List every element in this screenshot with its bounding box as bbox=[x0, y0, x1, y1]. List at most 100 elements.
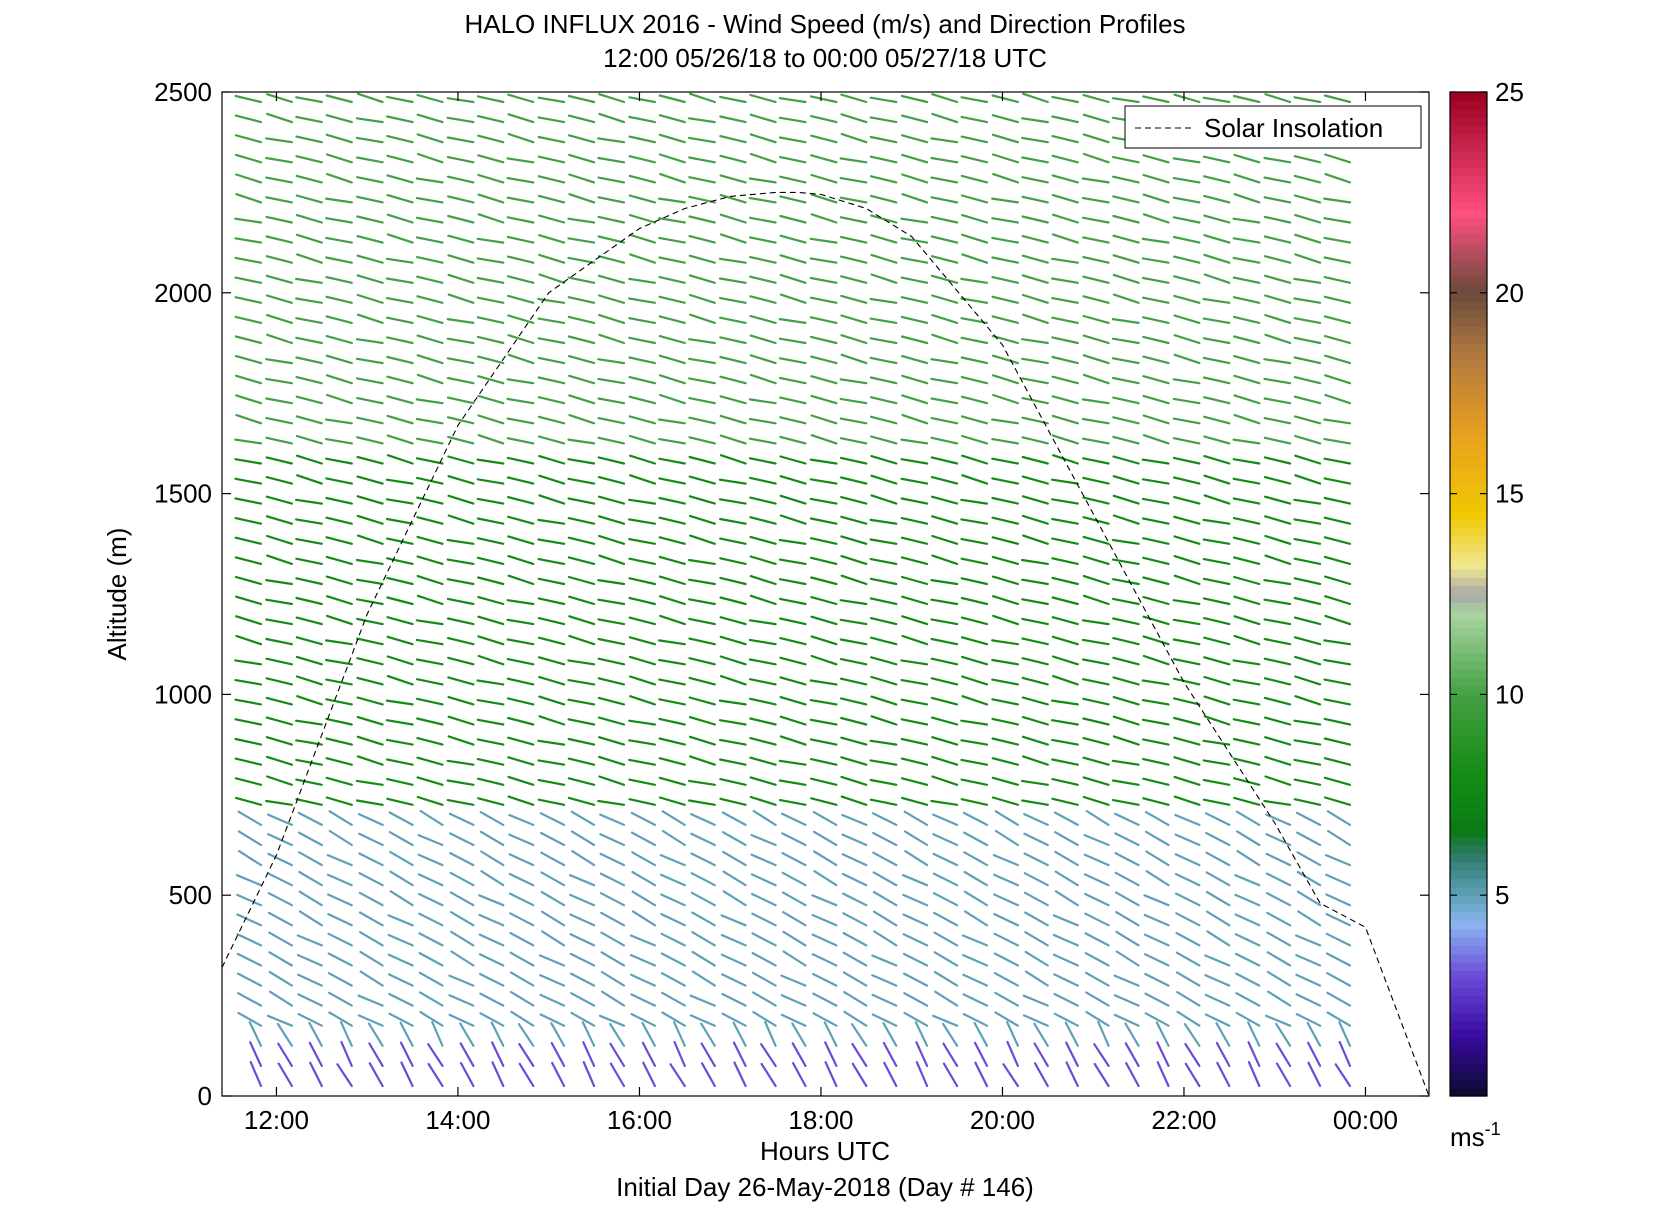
wind-barb bbox=[325, 153, 353, 164]
wind-barb bbox=[1205, 871, 1231, 887]
wind-barb bbox=[296, 695, 323, 706]
wind-barb bbox=[1142, 757, 1170, 766]
wind-barb bbox=[1232, 516, 1261, 525]
wind-barb bbox=[1172, 638, 1201, 646]
wind-barb bbox=[415, 216, 444, 224]
wind-barb bbox=[1111, 597, 1140, 606]
wind-barb bbox=[386, 174, 414, 184]
wind-barb bbox=[1084, 932, 1110, 947]
wind-barb bbox=[234, 237, 263, 244]
wind-barb bbox=[991, 94, 1020, 104]
colorbar-segment bbox=[1450, 242, 1487, 252]
wind-barb bbox=[749, 93, 777, 104]
wind-barb bbox=[962, 953, 989, 967]
wind-barb bbox=[839, 177, 868, 184]
colorbar-segment bbox=[1450, 535, 1487, 545]
wind-barb bbox=[418, 932, 444, 947]
wind-barb bbox=[930, 397, 959, 405]
wind-barb bbox=[1172, 378, 1201, 385]
wind-barb bbox=[356, 235, 384, 244]
wind-barb bbox=[1232, 497, 1261, 505]
wind-barb bbox=[1275, 1022, 1292, 1047]
wind-barb bbox=[1141, 718, 1170, 726]
wind-barb bbox=[1142, 213, 1170, 224]
wind-barb bbox=[661, 991, 686, 1007]
wind-barb bbox=[1022, 994, 1049, 1007]
wind-barb bbox=[630, 1012, 657, 1027]
wind-barb bbox=[1232, 737, 1261, 746]
wind-barb bbox=[658, 536, 686, 545]
wind-barb bbox=[960, 739, 989, 746]
wind-barb bbox=[930, 255, 959, 264]
wind-barb bbox=[597, 176, 626, 184]
wind-barb bbox=[597, 358, 626, 365]
wind-barb bbox=[900, 296, 929, 304]
wind-barb bbox=[869, 577, 898, 586]
wind-barb bbox=[600, 951, 626, 967]
colorbar-segment bbox=[1450, 510, 1487, 520]
wind-barb bbox=[932, 813, 959, 827]
colorbar-segment bbox=[1450, 769, 1487, 779]
wind-barb bbox=[851, 1042, 868, 1068]
wind-barb bbox=[1294, 214, 1322, 224]
wind-barb bbox=[1124, 1022, 1140, 1047]
wind-barb bbox=[266, 554, 293, 566]
wind-barb bbox=[1325, 873, 1352, 887]
wind-barb bbox=[1053, 973, 1079, 987]
wind-barb bbox=[1172, 157, 1201, 164]
wind-barb bbox=[295, 616, 323, 626]
wind-barb bbox=[265, 696, 293, 706]
wind-barb bbox=[1234, 874, 1261, 887]
wind-barb bbox=[1293, 577, 1322, 586]
wind-barb bbox=[900, 698, 929, 706]
wind-barb bbox=[869, 194, 898, 204]
wind-barb bbox=[869, 155, 898, 164]
wind-barb bbox=[901, 414, 929, 425]
wind-barb bbox=[628, 115, 657, 124]
wind-barb bbox=[779, 396, 807, 405]
wind-barb bbox=[993, 932, 1020, 947]
wind-barb bbox=[1051, 336, 1079, 345]
wind-barb bbox=[356, 676, 384, 686]
wind-barb bbox=[960, 719, 989, 726]
wind-barb bbox=[994, 810, 1020, 827]
wind-barb bbox=[1323, 197, 1352, 204]
wind-barb bbox=[540, 890, 566, 907]
wind-barb bbox=[1082, 314, 1110, 324]
wind-barb bbox=[598, 775, 626, 786]
wind-barb bbox=[930, 716, 959, 726]
wind-barb bbox=[718, 277, 747, 284]
wind-barb bbox=[507, 496, 535, 505]
colorbar-segment bbox=[1450, 359, 1487, 369]
wind-barb bbox=[357, 994, 384, 1007]
wind-barb bbox=[1002, 1063, 1020, 1088]
wind-barb bbox=[1142, 576, 1170, 586]
wind-barb bbox=[265, 716, 293, 726]
wind-barb bbox=[869, 597, 898, 606]
wind-barb bbox=[750, 892, 777, 907]
wind-barb bbox=[749, 736, 777, 746]
wind-barb bbox=[567, 796, 596, 806]
wind-barb bbox=[658, 658, 686, 666]
wind-barb bbox=[1205, 851, 1231, 867]
wind-barb bbox=[658, 236, 686, 244]
wind-barb bbox=[507, 132, 535, 144]
wind-barb bbox=[931, 112, 959, 124]
wind-barb bbox=[234, 777, 263, 786]
colorbar-segment bbox=[1450, 627, 1487, 637]
wind-barb bbox=[479, 1012, 505, 1027]
wind-barb bbox=[1082, 295, 1110, 304]
wind-barb bbox=[1202, 297, 1231, 304]
y-tick-label: 0 bbox=[198, 1081, 212, 1111]
wind-barb bbox=[597, 578, 626, 586]
wind-barb bbox=[749, 555, 777, 566]
wind-barb bbox=[991, 418, 1020, 425]
wind-barb bbox=[567, 134, 596, 144]
wind-barb bbox=[1232, 757, 1261, 766]
wind-barb bbox=[659, 873, 686, 887]
wind-barb bbox=[993, 893, 1020, 907]
wind-barb bbox=[1115, 930, 1140, 947]
wind-barb bbox=[386, 557, 414, 566]
wind-barb bbox=[904, 849, 929, 867]
